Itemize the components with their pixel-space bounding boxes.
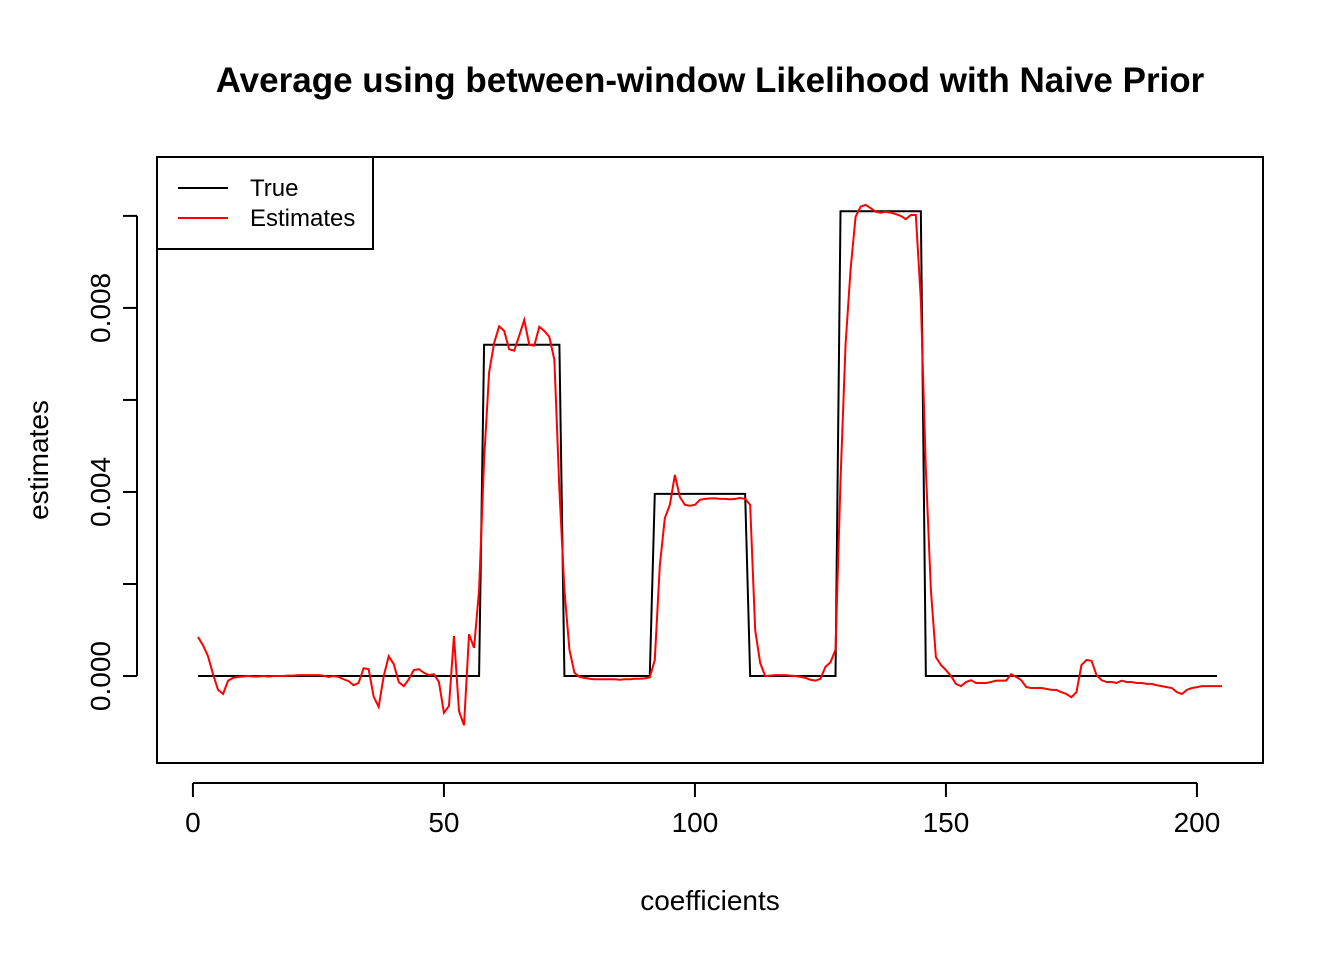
x-tick-label: 150 — [923, 807, 970, 838]
series-line — [197, 210, 1218, 678]
x-tick-label: 50 — [428, 807, 459, 838]
plot-frame — [156, 156, 1264, 764]
legend-box — [156, 156, 374, 250]
chart-title: Average using between-window Likelihood … — [216, 61, 1205, 100]
y-tick-label: 0.008 — [85, 273, 116, 343]
y-tick-label: 0.000 — [85, 641, 116, 711]
x-axis-label: coefficients — [640, 885, 780, 916]
y-tick-label: 0.004 — [85, 457, 116, 527]
legend-label: Estimates — [250, 205, 355, 232]
legend-label: True — [250, 175, 298, 202]
y-axis-label: estimates — [23, 400, 54, 520]
x-tick-label: 200 — [1174, 807, 1221, 838]
x-tick-label: 0 — [185, 807, 201, 838]
x-tick-label: 100 — [672, 807, 719, 838]
series-line — [197, 203, 1223, 726]
